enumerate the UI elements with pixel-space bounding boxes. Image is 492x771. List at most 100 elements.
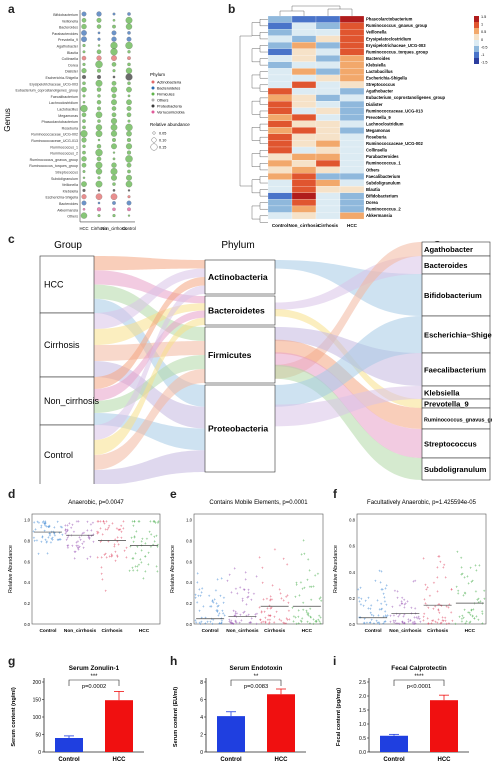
- heatmap-cell: [267, 199, 293, 207]
- genus-node-label: Agathobacter: [424, 245, 473, 254]
- genus-label: Prevotella_9: [58, 38, 78, 42]
- bubble: [82, 119, 86, 123]
- bar-chart-title: Serum Zonulin-1: [69, 665, 120, 672]
- data-point: +: [42, 520, 45, 525]
- bubble: [127, 81, 131, 86]
- data-point: +: [101, 532, 104, 537]
- data-point: +: [61, 533, 64, 538]
- data-point: +: [57, 519, 60, 524]
- data-point: +: [407, 617, 410, 622]
- data-point: +: [113, 544, 116, 549]
- heatmap-cell: [315, 140, 341, 148]
- data-point: +: [274, 547, 277, 552]
- heatmap-cell: [267, 87, 293, 95]
- bubble: [126, 86, 132, 93]
- data-point: +: [269, 614, 272, 619]
- data-point: +: [403, 621, 406, 626]
- data-point: +: [88, 537, 91, 542]
- data-point: +: [434, 620, 437, 625]
- data-point: +: [236, 611, 239, 616]
- data-point: +: [104, 527, 107, 532]
- data-point: +: [141, 539, 144, 544]
- x-group-label: Non_cirrhosis: [389, 628, 422, 634]
- data-point: +: [40, 525, 43, 530]
- data-point: +: [473, 601, 476, 606]
- data-point: +: [438, 602, 441, 607]
- bubble: [126, 106, 132, 111]
- bubble: [82, 150, 86, 155]
- bubble: [112, 189, 116, 192]
- data-point: +: [477, 596, 480, 601]
- heatmap-row-label: Ruminococcus_torques_group: [366, 49, 428, 54]
- data-point: +: [285, 621, 288, 626]
- data-point: +: [422, 618, 425, 623]
- bubble: [111, 99, 117, 106]
- plot-frame: [193, 513, 324, 625]
- heatmap-cell: [315, 61, 341, 69]
- data-point: +: [245, 614, 248, 619]
- bubble: [80, 130, 88, 138]
- data-point: +: [254, 612, 257, 617]
- bubble: [127, 189, 131, 192]
- genus-node: [421, 315, 491, 354]
- heatmap-cell: [339, 140, 365, 148]
- p-value-label: p=0.0002: [82, 684, 106, 690]
- data-point: +: [81, 531, 84, 536]
- data-point: +: [310, 598, 313, 603]
- data-point: +: [279, 591, 282, 596]
- data-point: +: [101, 577, 104, 582]
- data-point: +: [96, 531, 99, 536]
- data-point: +: [474, 563, 477, 568]
- data-point: +: [359, 585, 362, 590]
- heatmap-cell: [291, 94, 317, 102]
- phylum-node-label: Actinobacteria: [208, 272, 268, 282]
- data-point: +: [131, 519, 134, 524]
- data-point: +: [481, 601, 484, 606]
- genus-label: Veillonella: [62, 19, 78, 23]
- data-point: +: [44, 523, 47, 528]
- heatmap-cell: [339, 101, 365, 108]
- bubble: [127, 119, 131, 123]
- data-point: +: [44, 519, 47, 524]
- strip-plot-title: Contains Mobile Elements, p=0.0001: [209, 500, 308, 506]
- heatmap-row-label: Dorea: [366, 200, 379, 205]
- alluvial-diagram: Group Phylum Genus HCCCirrhosisNon_cirrh…: [39, 240, 492, 484]
- genus-node-label: Subdoligranulum: [424, 465, 487, 474]
- heatmap-cell: [267, 15, 293, 23]
- data-point: +: [261, 609, 264, 614]
- bubble: [112, 201, 116, 205]
- category-label: Control: [58, 757, 80, 763]
- heatmap-col-label: Cirrhosis: [318, 223, 339, 228]
- data-point: +: [397, 614, 400, 619]
- data-point: +: [294, 615, 297, 620]
- data-point: +: [423, 597, 426, 602]
- bubble: [97, 189, 101, 192]
- data-point: +: [360, 602, 363, 607]
- data-point: +: [196, 580, 199, 585]
- genus-label: Dialister: [65, 70, 79, 74]
- data-point: +: [450, 610, 453, 615]
- bubble: [96, 49, 102, 55]
- data-point: +: [376, 598, 379, 603]
- data-point: +: [201, 615, 204, 620]
- alluvial-flow: [275, 339, 422, 429]
- data-point: +: [59, 537, 62, 542]
- genus-node-label: Faecalibacterium: [424, 366, 486, 375]
- data-point: +: [403, 621, 406, 626]
- data-point: +: [481, 612, 484, 617]
- colorbar-segment: [474, 58, 479, 64]
- dendrogram-branch: [259, 71, 268, 79]
- x-group-label: HCC: [302, 628, 313, 634]
- y-tick-label: 0: [38, 750, 41, 756]
- heatmap-cell: [315, 205, 341, 213]
- data-point: +: [47, 535, 50, 540]
- data-point: +: [426, 616, 429, 621]
- data-point: +: [234, 609, 237, 614]
- dendrogram-branch: [251, 22, 260, 36]
- data-point: +: [373, 621, 376, 626]
- data-point: +: [389, 619, 392, 624]
- colorbar-tick: -1: [481, 53, 484, 57]
- data-point: +: [231, 621, 234, 626]
- genus-label: Erysipelotrichaceae_UCG-003: [29, 82, 78, 86]
- data-point: +: [197, 571, 200, 576]
